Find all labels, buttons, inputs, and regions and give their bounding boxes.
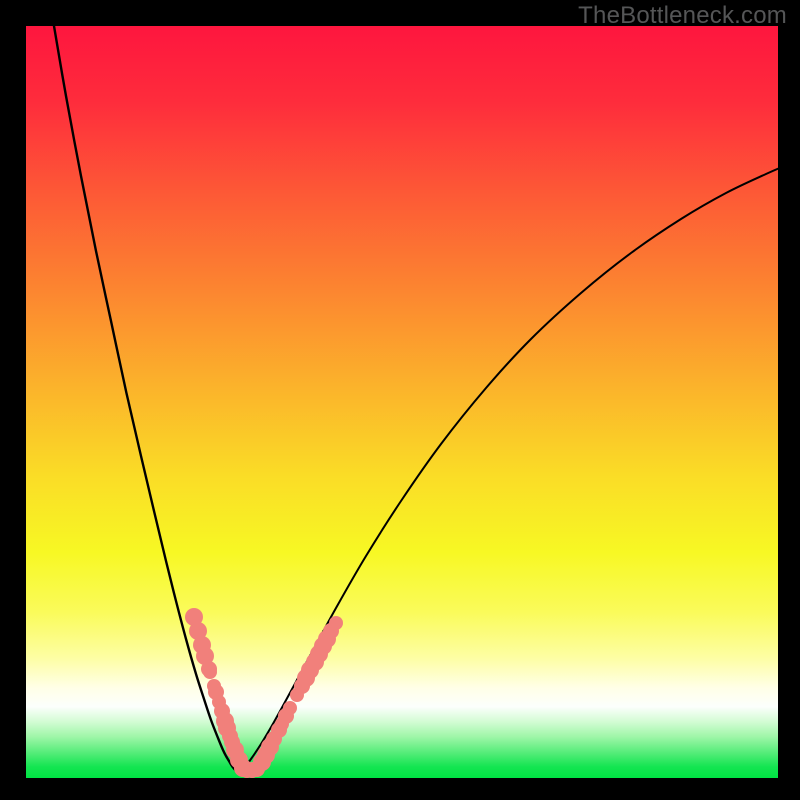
gradient-background [26,26,778,778]
watermark-text: TheBottleneck.com [578,2,787,30]
chart-root: TheBottleneck.com [0,0,800,800]
plot-area [26,26,778,778]
